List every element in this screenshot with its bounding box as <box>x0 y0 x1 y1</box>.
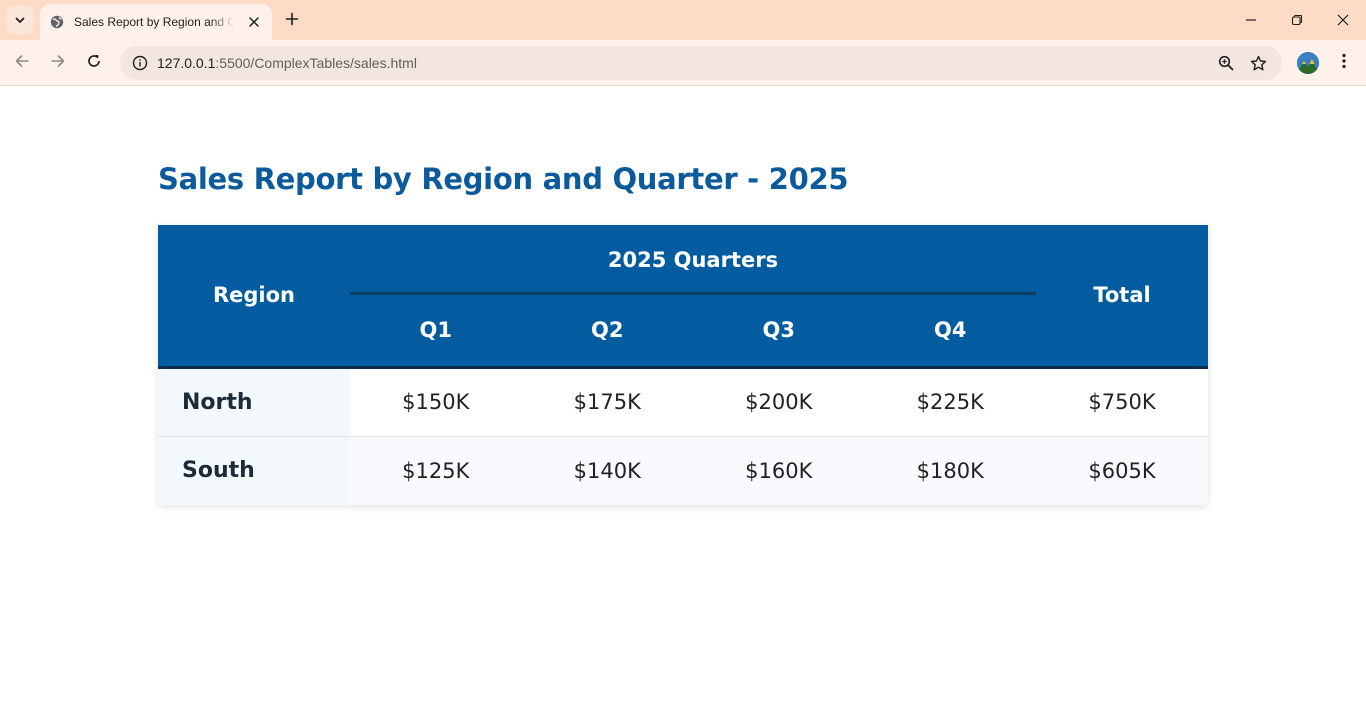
minimize-button[interactable] <box>1237 6 1265 34</box>
profile-avatar[interactable] <box>1297 52 1319 74</box>
tab-bar: Sales Report by Region and Quarter - 202… <box>0 0 1366 40</box>
back-button[interactable] <box>8 49 36 77</box>
table-header-row: Region 2025 Quarters Total <box>158 225 1208 369</box>
header-q1: Q1 <box>350 295 522 369</box>
close-window-button[interactable] <box>1329 6 1357 34</box>
sales-table: Region 2025 Quarters Total Q1 Q2 Q3 Q4 N… <box>158 225 1208 505</box>
header-q3: Q3 <box>693 295 865 369</box>
close-icon[interactable] <box>244 12 264 32</box>
restore-button[interactable] <box>1283 6 1311 34</box>
minimize-icon <box>1245 11 1257 30</box>
url-host: 127.0.0.1 <box>157 55 216 71</box>
plus-icon <box>285 11 299 30</box>
chevron-down-icon <box>14 11 26 30</box>
forward-button[interactable] <box>44 49 72 77</box>
total-cell: $605K <box>1036 436 1208 505</box>
group-divider <box>350 292 1036 295</box>
region-cell: North <box>158 367 350 437</box>
reload-icon <box>86 53 102 73</box>
restore-icon <box>1291 11 1303 30</box>
value-cell: $125K <box>350 436 522 505</box>
value-cell: $175K <box>521 367 693 437</box>
tab-search-button[interactable] <box>6 6 34 34</box>
browser-tab[interactable]: Sales Report by Region and Quarter - 202… <box>40 4 272 40</box>
header-quarters-group: 2025 Quarters <box>350 225 1036 295</box>
header-q4: Q4 <box>864 295 1036 369</box>
globe-icon <box>50 15 64 29</box>
region-cell: South <box>158 436 350 505</box>
address-bar[interactable]: 127.0.0.1:5500/ComplexTables/sales.html <box>120 46 1282 80</box>
header-total: Total <box>1036 225 1208 369</box>
value-cell: $180K <box>864 436 1036 505</box>
table-subheader-row: Q1 Q2 Q3 Q4 <box>158 295 1208 369</box>
browser-menu-button[interactable] <box>1332 49 1356 77</box>
total-cell: $750K <box>1036 367 1208 437</box>
value-cell: $225K <box>864 367 1036 437</box>
value-cell: $160K <box>693 436 865 505</box>
header-region: Region <box>158 225 350 369</box>
header-quarters-group-label: 2025 Quarters <box>607 248 779 272</box>
zoom-icon[interactable] <box>1214 51 1238 75</box>
value-cell: $200K <box>693 367 865 437</box>
forward-arrow-icon <box>50 53 66 73</box>
url-text[interactable]: 127.0.0.1:5500/ComplexTables/sales.html <box>157 46 417 80</box>
tab-title: Sales Report by Region and Quarter - 202… <box>74 15 234 29</box>
reload-button[interactable] <box>80 49 108 77</box>
browser-toolbar: 127.0.0.1:5500/ComplexTables/sales.html <box>0 40 1366 86</box>
page-title: Sales Report by Region and Quarter - 202… <box>158 162 849 196</box>
close-icon <box>1337 11 1349 30</box>
kebab-menu-icon <box>1342 53 1346 73</box>
info-icon[interactable] <box>128 51 152 75</box>
value-cell: $140K <box>521 436 693 505</box>
url-path: :5500/ComplexTables/sales.html <box>215 55 417 71</box>
star-icon[interactable] <box>1246 51 1270 75</box>
header-q2: Q2 <box>521 295 693 369</box>
value-cell: $150K <box>350 367 522 437</box>
back-arrow-icon <box>14 53 30 73</box>
table-row: South $125K $140K $160K $180K $605K <box>158 436 1208 505</box>
new-tab-button[interactable] <box>280 8 304 32</box>
table-row: North $150K $175K $200K $225K $750K <box>158 367 1208 437</box>
